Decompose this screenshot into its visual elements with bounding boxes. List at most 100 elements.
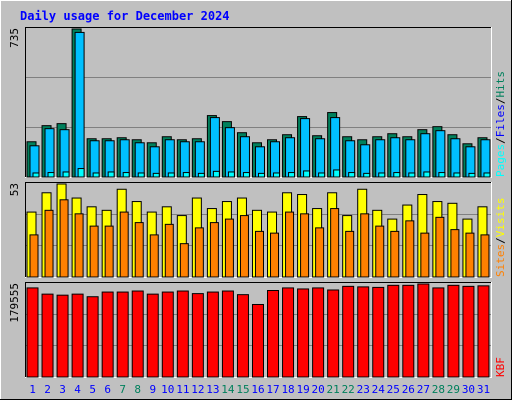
sites-bar	[209, 222, 219, 278]
files-bar	[29, 145, 40, 178]
kbytes-bar	[176, 290, 189, 378]
pages-bar	[333, 169, 341, 178]
sites-bar	[194, 227, 204, 278]
kbytes-bar	[86, 296, 99, 378]
pages-bar	[483, 172, 491, 178]
files-bar	[330, 117, 341, 178]
pages-bar	[288, 172, 296, 178]
sites-bar	[315, 227, 325, 278]
kbytes-bar	[477, 285, 490, 378]
sites-bar	[164, 223, 174, 278]
kbytes-bar	[447, 284, 460, 378]
kbytes-bar	[387, 284, 400, 378]
sites-bar	[149, 234, 159, 278]
x-tick-label: 10	[161, 383, 174, 396]
sites-bar	[345, 230, 355, 278]
pages-bar	[303, 170, 311, 178]
pages-bar	[318, 172, 326, 178]
x-tick-label: 20	[312, 383, 325, 396]
sites-bar	[405, 220, 415, 278]
hits-panel-legend-item: /	[494, 137, 507, 144]
files-bar	[224, 127, 235, 178]
sites-bar	[330, 208, 340, 278]
files-bar	[149, 146, 160, 178]
x-tick-label: 3	[59, 383, 66, 396]
hits-panel-legend-item: /	[494, 98, 507, 105]
x-tick-label: 15	[236, 383, 249, 396]
x-tick-label: 27	[417, 383, 430, 396]
files-bar	[270, 141, 281, 178]
kbytes-panel-legend: KBF	[494, 357, 507, 377]
sites-bar	[44, 209, 54, 278]
files-bar	[405, 139, 416, 178]
x-tick-label: 28	[432, 383, 445, 396]
pages-bar	[273, 172, 281, 178]
pages-bar	[122, 172, 130, 178]
kbytes-bar	[206, 291, 219, 378]
kbytes-bar	[402, 284, 415, 378]
panel-visits-sites: 53 Sites/Visits	[8, 182, 507, 278]
sites-bar	[375, 225, 385, 278]
kbytes-bar	[71, 293, 84, 378]
x-tick-label: 23	[357, 383, 370, 396]
sites-bar	[224, 218, 234, 278]
kbytes-bar	[357, 286, 370, 378]
pages-bar	[32, 172, 40, 178]
x-tick-label: 1	[29, 383, 36, 396]
files-bar	[239, 136, 250, 178]
files-bar	[134, 142, 145, 178]
pages-bar	[242, 172, 250, 178]
kbytes-panel-legend-item: F	[494, 357, 507, 364]
pages-bar	[152, 172, 160, 178]
kbytes-bar	[116, 291, 129, 378]
sites-bar	[420, 232, 430, 278]
x-tick-label: 4	[74, 383, 81, 396]
kbytes-bar	[267, 290, 280, 378]
kbytes-bar	[236, 294, 249, 378]
panel-kbytes: 179555 KBF	[8, 282, 507, 378]
kbytes-bar	[312, 287, 325, 378]
x-tick-label: 8	[134, 383, 141, 396]
sites-bar	[74, 213, 84, 278]
sites-bar	[104, 225, 114, 278]
hits-panel-legend-item: Pages	[494, 144, 507, 177]
files-bar	[179, 141, 190, 178]
sites-bar	[239, 215, 249, 278]
files-bar	[300, 118, 311, 178]
x-tick-label: 7	[119, 383, 126, 396]
kbytes-panel-ymax-label: 179555	[8, 283, 21, 323]
x-tick-label: 21	[327, 383, 340, 396]
pages-bar	[257, 172, 265, 178]
files-bar	[480, 139, 491, 178]
sites-bar	[179, 243, 189, 278]
sites-bar	[300, 213, 310, 278]
kbytes-bar	[372, 286, 385, 378]
kbytes-bar	[221, 290, 234, 378]
files-bar	[435, 130, 446, 178]
files-bar	[450, 138, 461, 178]
files-bar	[465, 146, 476, 178]
x-tick-label: 5	[89, 383, 96, 396]
files-bar	[119, 139, 130, 178]
files-bar	[390, 137, 401, 178]
pages-bar	[212, 170, 220, 178]
kbytes-bar	[26, 287, 39, 378]
pages-bar	[167, 172, 175, 178]
hits-panel-legend: Pages/Files/Hits	[494, 71, 507, 177]
x-tick-label: 25	[387, 383, 400, 396]
pages-bar	[62, 171, 70, 178]
pages-bar	[182, 172, 190, 178]
sites-bar	[119, 211, 129, 278]
x-tick-label: 11	[176, 383, 189, 396]
kbytes-bar	[462, 285, 475, 378]
pages-bar	[468, 172, 476, 178]
pages-bar	[423, 171, 431, 178]
files-bar	[44, 128, 55, 178]
chart-title: Daily usage for December 2024	[20, 9, 230, 23]
x-tick-label: 31	[477, 383, 490, 396]
pages-bar	[393, 172, 401, 178]
kbytes-bar	[282, 287, 295, 378]
